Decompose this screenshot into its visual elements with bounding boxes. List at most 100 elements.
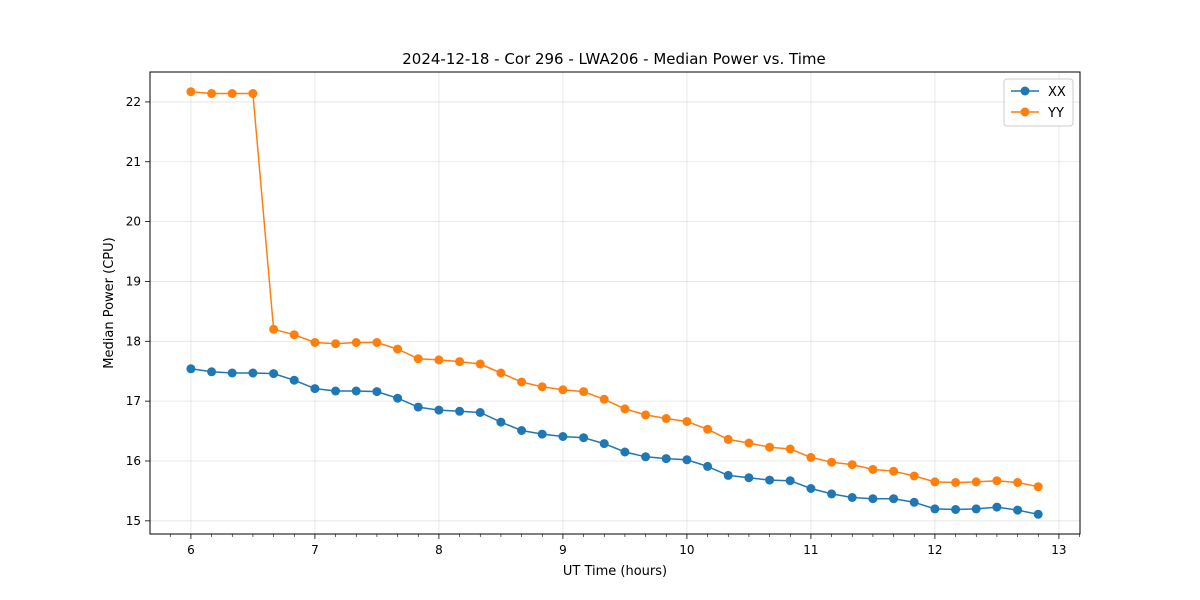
x-axis-label: UT Time (hours) — [563, 564, 667, 579]
data-point-yy — [847, 460, 857, 470]
x-tick-label: 13 — [1051, 543, 1066, 557]
data-point-yy — [992, 476, 1002, 486]
data-point-xx — [682, 455, 692, 465]
data-point-xx — [806, 484, 816, 493]
data-point-xx — [827, 489, 837, 499]
data-point-xx — [723, 470, 733, 480]
y-tick-label: 15 — [126, 514, 141, 528]
x-tick-label: 10 — [679, 543, 694, 557]
x-tick-label: 8 — [435, 543, 443, 557]
data-point-xx — [186, 364, 196, 374]
data-point-yy — [351, 338, 361, 347]
data-point-xx — [351, 386, 361, 396]
data-point-xx — [641, 452, 651, 462]
data-point-yy — [661, 414, 671, 423]
y-tick-label: 20 — [126, 215, 141, 229]
data-point-yy — [496, 368, 506, 378]
grid — [150, 72, 1080, 534]
data-point-xx — [455, 406, 465, 416]
data-point-yy — [889, 466, 899, 476]
data-point-yy — [785, 444, 795, 454]
x-tick-label: 6 — [187, 543, 195, 557]
y-tick-label: 19 — [126, 274, 141, 288]
data-point-yy — [909, 471, 919, 481]
legend-label-yy: YY — [1047, 106, 1064, 121]
y-tick-label: 17 — [126, 394, 141, 408]
data-point-xx — [992, 502, 1002, 512]
data-point-xx — [269, 369, 279, 379]
data-point-xx — [744, 473, 754, 483]
data-point-yy — [434, 355, 444, 365]
data-point-yy — [1033, 482, 1043, 492]
data-point-xx — [372, 387, 382, 397]
data-point-xx — [703, 461, 713, 471]
data-point-xx — [331, 386, 341, 396]
data-point-yy — [186, 87, 196, 97]
y-tick-label: 16 — [126, 454, 141, 468]
data-point-xx — [765, 475, 775, 485]
data-point-yy — [703, 424, 713, 434]
data-point-yy — [269, 324, 279, 334]
legend-label-xx: XX — [1048, 85, 1066, 100]
series-layer — [186, 87, 1043, 519]
data-point-yy — [827, 457, 837, 467]
y-tick-label: 21 — [126, 155, 141, 169]
data-point-xx — [971, 504, 981, 514]
data-point-xx — [909, 497, 919, 507]
data-point-xx — [517, 426, 527, 435]
x-tick-label: 7 — [311, 543, 319, 557]
plot-frame — [149, 71, 1081, 535]
data-point-xx — [620, 447, 630, 457]
data-point-yy — [517, 377, 527, 387]
data-point-xx — [599, 439, 609, 449]
data-point-xx — [475, 408, 485, 417]
legend-marker-xx — [1020, 86, 1030, 96]
data-point-yy — [455, 357, 465, 367]
data-point-yy — [372, 338, 382, 347]
data-point-xx — [579, 433, 589, 443]
data-point-xx — [785, 476, 795, 486]
data-point-xx — [847, 493, 857, 502]
data-point-yy — [620, 404, 630, 414]
data-point-xx — [1013, 505, 1023, 515]
data-point-yy — [765, 442, 775, 452]
data-point-xx — [227, 368, 237, 378]
data-point-yy — [248, 89, 258, 98]
data-point-yy — [579, 387, 589, 397]
legend: XX YY — [1003, 78, 1074, 127]
chart-title: 2024-12-18 - Cor 296 - LWA206 - Median P… — [402, 50, 826, 68]
data-point-xx — [207, 367, 217, 377]
data-point-yy — [868, 464, 878, 474]
data-point-yy — [744, 438, 754, 448]
data-point-yy — [1013, 478, 1023, 487]
data-point-yy — [207, 89, 217, 98]
data-point-xx — [393, 393, 403, 403]
data-point-xx — [661, 454, 671, 464]
data-point-yy — [599, 394, 609, 404]
x-tick-label: 9 — [559, 543, 567, 557]
data-point-yy — [682, 417, 692, 426]
data-point-yy — [806, 452, 816, 462]
data-point-yy — [289, 330, 299, 340]
data-point-xx — [537, 429, 547, 439]
y-tick-label: 22 — [126, 95, 141, 109]
data-point-yy — [951, 478, 961, 487]
data-point-yy — [393, 344, 403, 354]
data-point-yy — [723, 434, 733, 444]
legend-marker-yy — [1020, 107, 1030, 117]
data-point-xx — [930, 504, 940, 514]
y-tick-label: 18 — [126, 334, 141, 348]
data-point-xx — [1033, 509, 1043, 519]
data-point-xx — [413, 402, 423, 412]
data-point-yy — [641, 410, 651, 420]
x-tick-label: 12 — [927, 543, 942, 557]
data-point-xx — [310, 384, 320, 394]
data-point-yy — [227, 89, 237, 98]
data-point-yy — [537, 382, 547, 392]
data-point-yy — [971, 477, 981, 487]
y-axis-label: Median Power (CPU) — [102, 237, 117, 368]
data-point-yy — [558, 385, 568, 395]
x-tick-label: 11 — [803, 543, 818, 557]
